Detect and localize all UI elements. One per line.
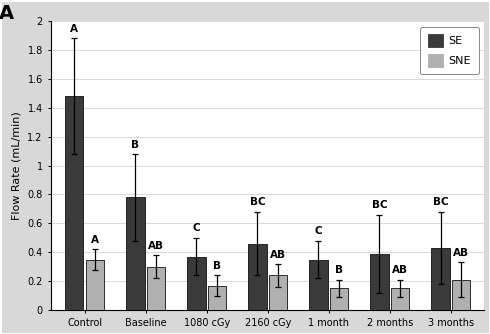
Text: B: B — [335, 266, 343, 276]
Y-axis label: Flow Rate (mL/min): Flow Rate (mL/min) — [12, 111, 22, 220]
Bar — [309, 260, 328, 310]
Legend: SE, SNE: SE, SNE — [420, 26, 479, 74]
Text: B: B — [131, 140, 139, 150]
Text: A: A — [71, 24, 78, 34]
Text: BC: BC — [249, 197, 265, 207]
Bar — [86, 260, 104, 310]
Bar — [208, 286, 226, 310]
Text: B: B — [213, 261, 221, 271]
Text: A: A — [91, 235, 99, 245]
Text: C: C — [193, 223, 200, 233]
Bar — [370, 254, 389, 310]
Bar — [452, 280, 470, 310]
Text: C: C — [315, 226, 322, 236]
Bar — [248, 243, 267, 310]
Bar — [269, 276, 287, 310]
Bar — [126, 197, 145, 310]
Bar — [330, 289, 348, 310]
Text: AB: AB — [453, 248, 469, 258]
Bar — [147, 267, 165, 310]
Text: BC: BC — [433, 197, 448, 207]
Bar — [391, 289, 409, 310]
Text: AB: AB — [270, 249, 286, 260]
Bar — [431, 248, 450, 310]
Text: AB: AB — [148, 241, 164, 251]
Text: A: A — [0, 4, 14, 23]
Text: BC: BC — [371, 200, 387, 210]
Bar — [65, 96, 83, 310]
Bar — [187, 257, 205, 310]
Text: AB: AB — [392, 266, 408, 276]
